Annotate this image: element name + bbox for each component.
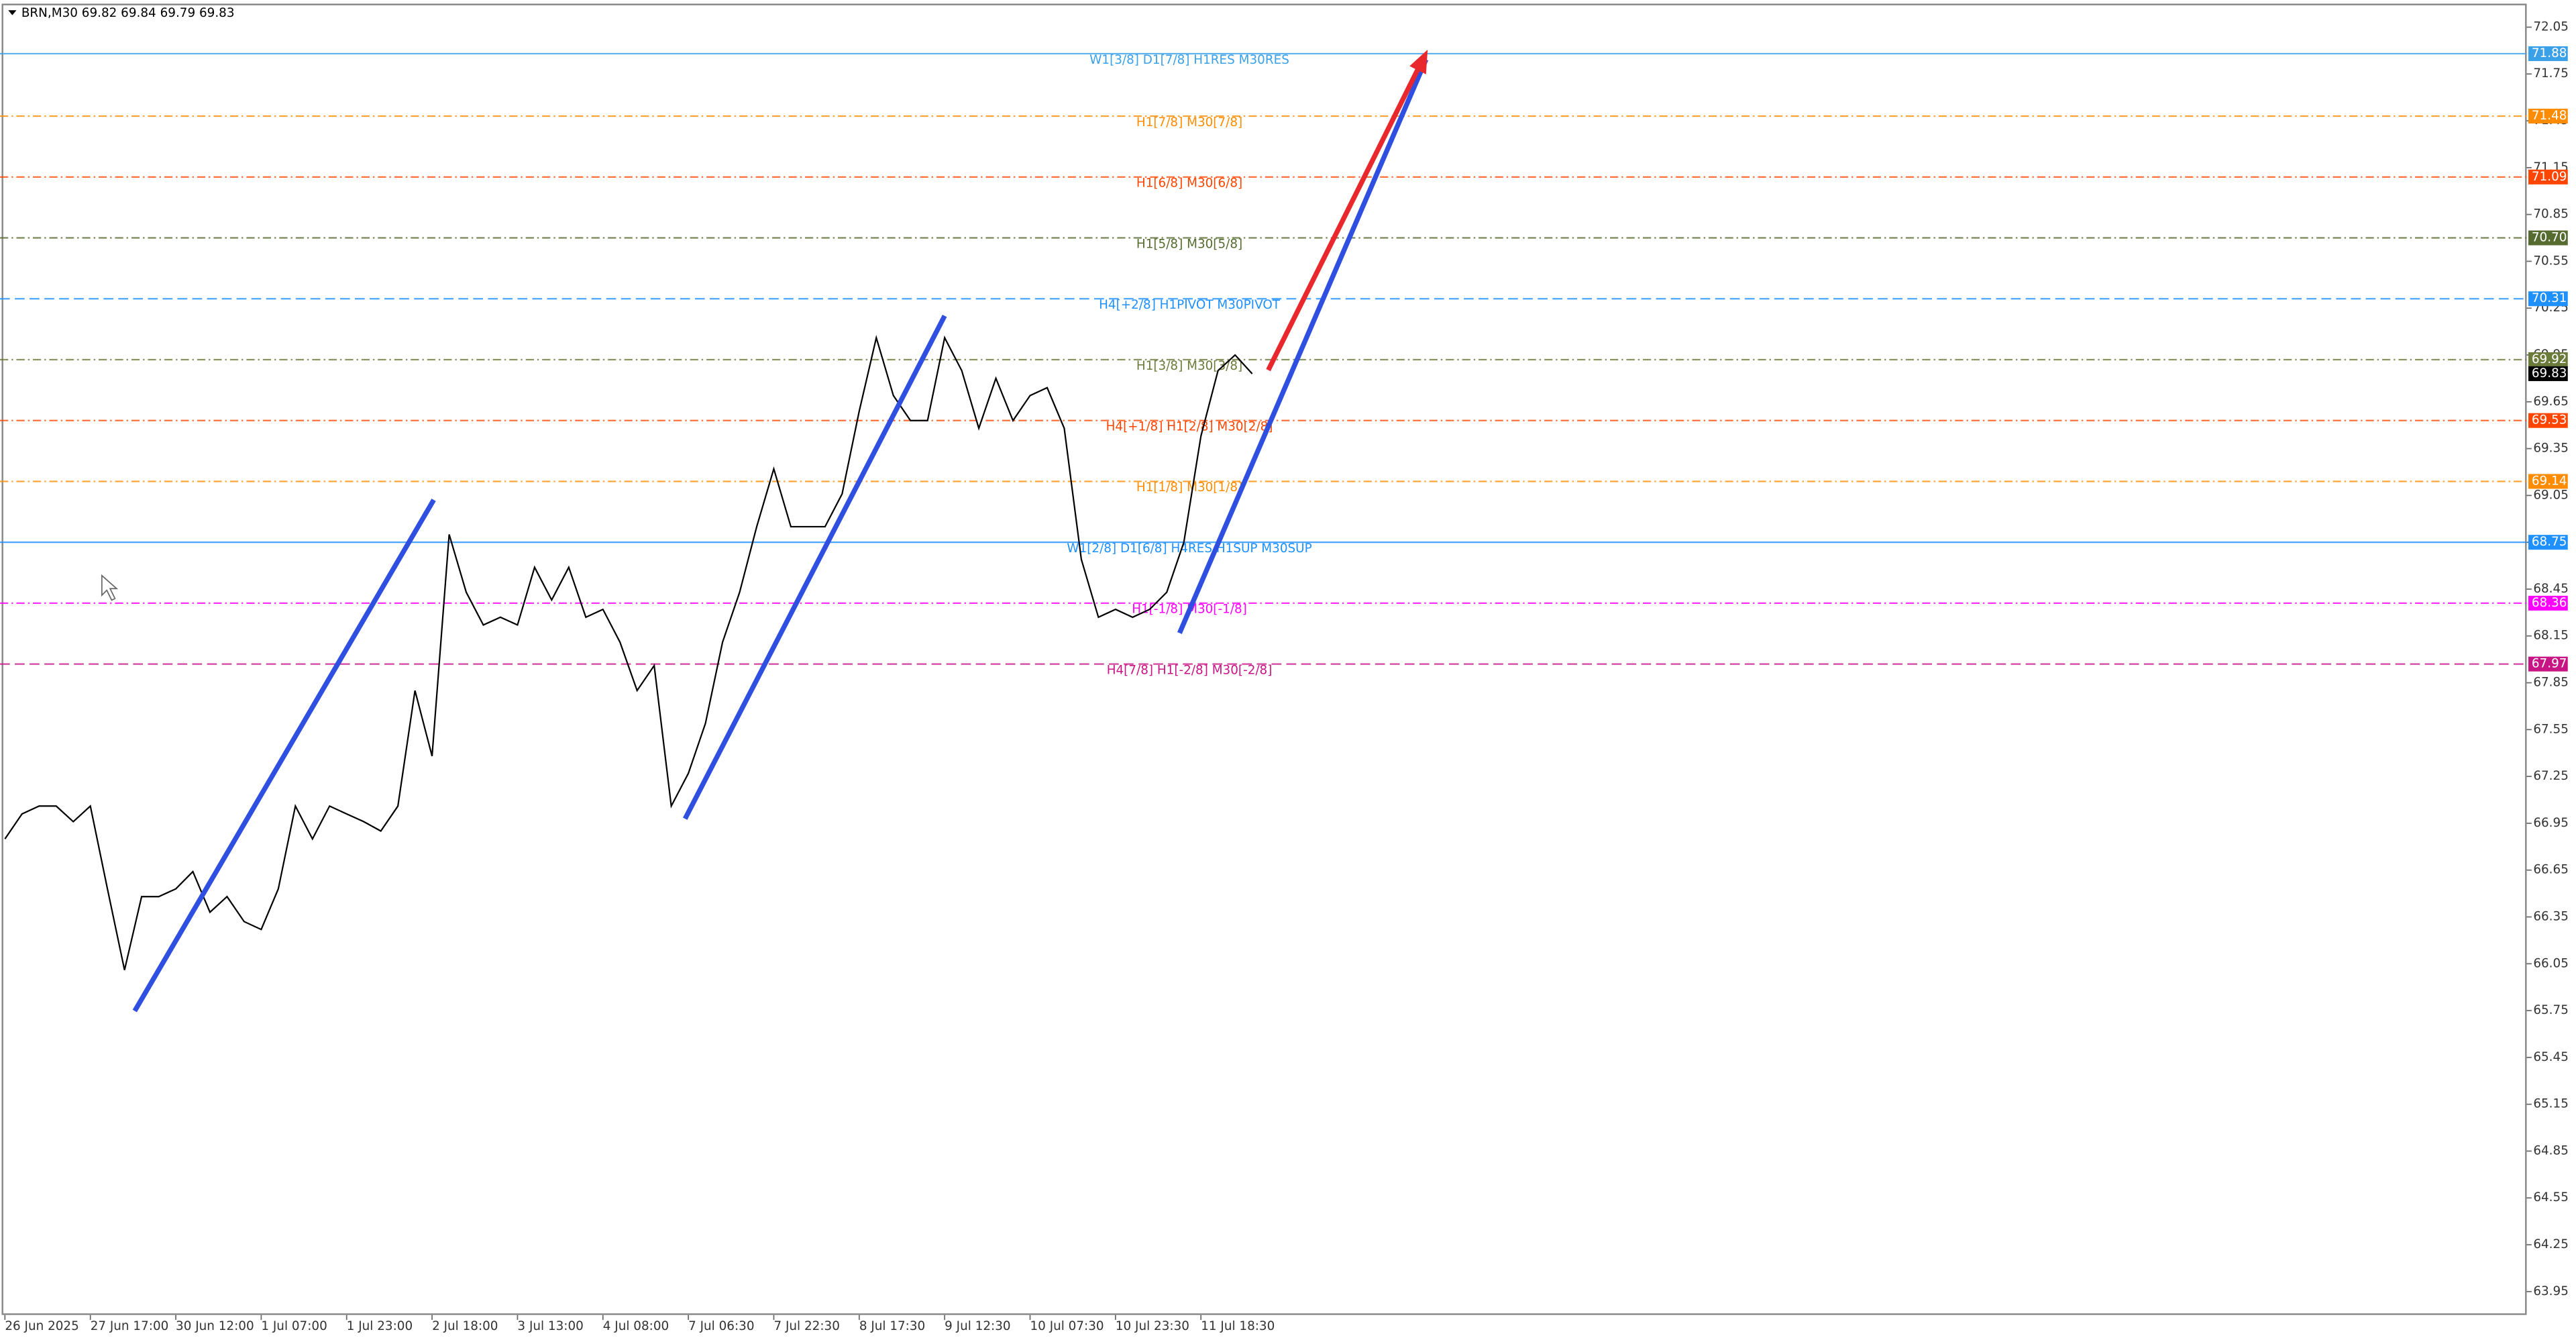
- level-price-box: [2528, 291, 2568, 307]
- level-price-box: [2528, 535, 2568, 550]
- y-tick-label: 70.85: [2533, 207, 2569, 221]
- y-tick-label: 69.05: [2533, 488, 2569, 502]
- level-price-label: 69.14: [2532, 474, 2567, 488]
- level-price-box: [2528, 595, 2568, 611]
- level-label: H1[3/8] M30[3/8]: [1136, 359, 1242, 373]
- y-tick-label: 65.45: [2533, 1050, 2569, 1064]
- level-price-box: [2528, 169, 2568, 185]
- level-price-box: [2528, 352, 2568, 367]
- level-price-box: [2528, 474, 2568, 489]
- trend-line: [132, 499, 436, 1013]
- level-price-box: [2528, 46, 2568, 62]
- x-tick-label: 7 Jul 06:30: [688, 1319, 754, 1333]
- x-tick-label: 10 Jul 23:30: [1116, 1319, 1189, 1333]
- x-tick-label: 26 Jun 2025: [5, 1319, 78, 1333]
- level-price-label: 71.09: [2532, 170, 2567, 184]
- menu-triangle: [8, 10, 17, 15]
- levels: W1[3/8] D1[7/8] H1RES M30RES H1[7/8] M30[…: [0, 53, 2527, 677]
- y-tick-label: 64.55: [2533, 1190, 2569, 1204]
- forecast-arrow: [1266, 64, 1422, 372]
- level-price-label: 69.92: [2532, 352, 2567, 366]
- level-price-box: [2528, 656, 2568, 672]
- level-price-box: [2528, 413, 2568, 428]
- level-price-label: 71.88: [2532, 46, 2567, 60]
- trend-line: [682, 315, 947, 820]
- level-price-label: 69.53: [2532, 413, 2567, 427]
- y-tick-label: 65.15: [2533, 1097, 2569, 1111]
- y-tick-label: 68.15: [2533, 629, 2569, 643]
- level-price-label: 71.48: [2532, 109, 2567, 123]
- x-tick-label: 3 Jul 13:00: [517, 1319, 583, 1333]
- price-line: [4, 334, 1253, 970]
- plot-frame: [1, 3, 2527, 1315]
- x-tick-label: 11 Jul 18:30: [1201, 1319, 1275, 1333]
- x-tick-label: 27 Jun 17:00: [91, 1319, 169, 1333]
- x-tick-label: 4 Jul 08:00: [603, 1319, 669, 1333]
- level-label: H1[1/8] M30[1/8]: [1136, 480, 1242, 495]
- y-tick-label: 67.55: [2533, 722, 2569, 736]
- trend-lines: [132, 50, 1429, 1013]
- mouse-cursor: [101, 574, 119, 601]
- y-tick-label: 63.95: [2533, 1284, 2569, 1298]
- level-price-label: 68.75: [2532, 535, 2567, 549]
- x-tick-label: 8 Jul 17:30: [859, 1319, 925, 1333]
- level-label: H4[+2/8] H1PIVOT M30PIVOT: [1099, 298, 1281, 312]
- x-tick-label: 10 Jul 07:30: [1030, 1319, 1104, 1333]
- level-price-label: 68.36: [2532, 596, 2567, 610]
- x-tick-label: 1 Jul 07:00: [261, 1319, 327, 1333]
- y-tick-label: 66.65: [2533, 863, 2569, 877]
- y-tick-label: 70.55: [2533, 254, 2569, 268]
- level-label: H1[6/8] M30[6/8]: [1136, 176, 1242, 191]
- y-tick-label: 66.35: [2533, 909, 2569, 923]
- current-price-box: [2528, 366, 2568, 381]
- level-label: W1[2/8] D1[6/8] H4RES H1SUP M30SUP: [1067, 542, 1311, 556]
- x-tick-label: 1 Jul 23:00: [347, 1319, 413, 1333]
- level-label: H4[+1/8] H1[2/8] M30[2/8]: [1106, 420, 1273, 434]
- x-tick-label: 7 Jul 22:30: [773, 1319, 839, 1333]
- axes: 72.0571.7571.4571.1570.8570.5570.2569.95…: [4, 19, 2569, 1333]
- plot: [4, 334, 1253, 970]
- y-tick-label: 67.85: [2533, 676, 2569, 690]
- level-price-box: [2528, 230, 2568, 246]
- y-tick-label: 69.35: [2533, 442, 2569, 456]
- x-tick-label: 9 Jul 12:30: [945, 1319, 1010, 1333]
- y-tick-label: 67.25: [2533, 769, 2569, 783]
- x-tick-label: 30 Jun 12:00: [176, 1319, 254, 1333]
- y-tick-label: 71.75: [2533, 66, 2569, 81]
- y-tick-label: 65.75: [2533, 1003, 2569, 1017]
- y-tick-label: 64.85: [2533, 1143, 2569, 1157]
- y-tick-label: 72.05: [2533, 19, 2569, 34]
- level-label: H1[5/8] M30[5/8]: [1136, 237, 1242, 251]
- current-price-label: 69.83: [2532, 366, 2567, 380]
- y-tick-label: 64.25: [2533, 1237, 2569, 1251]
- level-label: H1[7/8] M30[7/8]: [1136, 115, 1242, 130]
- level-price-label: 70.70: [2532, 231, 2567, 245]
- y-tick-label: 66.05: [2533, 956, 2569, 970]
- arrow-head: [1409, 50, 1428, 74]
- level-label: W1[3/8] D1[7/8] H1RES M30RES: [1089, 53, 1289, 67]
- y-tick-label: 69.65: [2533, 395, 2569, 409]
- level-price-box: [2528, 109, 2568, 124]
- y-tick-label: 68.45: [2533, 582, 2569, 596]
- level-label: H4[7/8] H1[-2/8] M30[-2/8]: [1107, 663, 1273, 677]
- level-price-label: 70.31: [2532, 291, 2567, 305]
- level-price-label: 67.97: [2532, 657, 2567, 671]
- trend-line: [1177, 58, 1429, 634]
- x-tick-label: 2 Jul 18:00: [432, 1319, 498, 1333]
- y-tick-label: 66.95: [2533, 816, 2569, 830]
- chart-title: BRN,M30 69.82 69.84 69.79 69.83: [21, 6, 235, 20]
